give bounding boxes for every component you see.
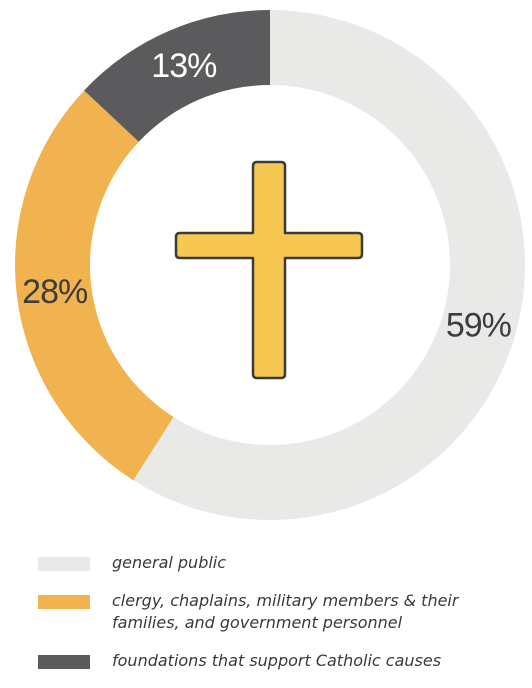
- cross-icon: [174, 160, 364, 380]
- legend-label-clergy: clergy, chaplains, military members & th…: [112, 590, 458, 634]
- legend-item-clergy: clergy, chaplains, military members & th…: [38, 590, 518, 634]
- slice-value-label-clergy: 28%: [22, 273, 88, 311]
- legend: general public clergy, chaplains, milita…: [38, 552, 518, 688]
- donut-slices: [14, 10, 525, 521]
- legend-swatch-foundations: [38, 655, 90, 669]
- legend-swatch-clergy: [38, 595, 90, 609]
- donut-slice-foundations: [84, 10, 270, 142]
- legend-label-line: general public: [112, 553, 227, 572]
- legend-item-foundations: foundations that support Catholic causes: [38, 650, 518, 672]
- donut-slice-clergy: [14, 90, 174, 481]
- donut-chart: 59% 28% 13%: [14, 10, 525, 521]
- slice-value-label-general-public: 59%: [446, 307, 512, 345]
- legend-label-general-public: general public: [112, 552, 226, 574]
- legend-label-line: foundations that support Catholic causes: [112, 651, 442, 670]
- legend-label-line: families, and government personnel: [112, 613, 403, 632]
- legend-label-foundations: foundations that support Catholic causes: [112, 650, 441, 672]
- donut-chart-svg: 59% 28% 13%: [14, 10, 525, 521]
- cross-icon-shape: [174, 160, 364, 380]
- donut-slice-general-public: [133, 10, 525, 521]
- legend-item-general-public: general public: [38, 552, 518, 574]
- legend-label-line: clergy, chaplains, military members & th…: [112, 591, 459, 610]
- slice-value-label-foundations: 13%: [151, 47, 217, 85]
- legend-swatch-general-public: [38, 557, 90, 571]
- donut-value-labels: 59% 28% 13%: [22, 47, 512, 345]
